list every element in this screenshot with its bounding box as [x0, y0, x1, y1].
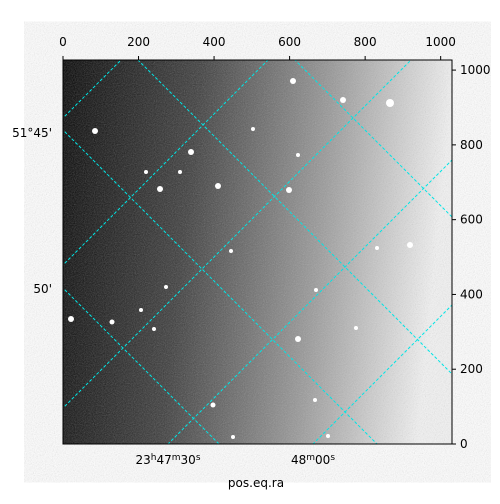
y-tick-label: 1000 [460, 63, 491, 77]
x-axis-label: pos.eq.ra [228, 476, 284, 490]
x-tick-label: 600 [278, 35, 301, 49]
y-tick-label: 0 [460, 437, 468, 451]
y-tick-label: 600 [460, 213, 483, 227]
ra-label: 48m00s [291, 453, 335, 467]
x-tick-label: 0 [59, 35, 67, 49]
ra-label: 23h47m30s [135, 453, 200, 467]
y-tick-label: 200 [460, 362, 483, 376]
x-tick-label: 400 [203, 35, 226, 49]
sky-image [63, 60, 452, 444]
x-tick-label: 800 [354, 35, 377, 49]
x-tick-label: 200 [127, 35, 150, 49]
plot-frame [62, 59, 453, 445]
dec-label: 50' [33, 282, 52, 296]
wcs-grid [63, 60, 452, 444]
y-tick-label: 800 [460, 138, 483, 152]
dec-label: 51°45' [12, 126, 52, 140]
x-tick-label: 1000 [425, 35, 456, 49]
y-tick-label: 400 [460, 287, 483, 301]
